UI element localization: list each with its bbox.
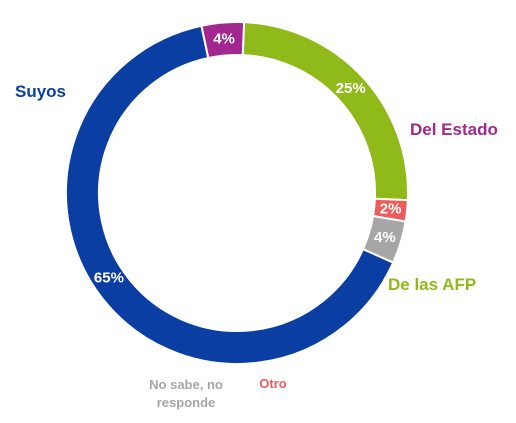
value-label-suyos: 65% bbox=[94, 270, 124, 287]
category-label-otro: Otro bbox=[259, 376, 287, 391]
value-labels: 65% 4% 25% 2% 4% bbox=[94, 31, 402, 287]
donut-slices bbox=[65, 21, 409, 365]
category-label-de-las-afp: De las AFP bbox=[388, 275, 476, 294]
value-label-otro: 2% bbox=[380, 201, 402, 218]
slice-de-las-afp bbox=[241, 21, 409, 202]
slice-no-sabe-no-responde bbox=[361, 214, 407, 264]
category-label-del-estado: Del Estado bbox=[410, 120, 498, 139]
category-labels: Suyos Del Estado De las AFP Otro No sabe, no… bbox=[15, 82, 498, 410]
value-label-del-estado: 4% bbox=[213, 31, 235, 48]
category-label-no-sabe-no-responde: No sabe, no responde bbox=[149, 377, 223, 410]
slice-suyos bbox=[65, 24, 395, 365]
value-label-no-sabe-no-responde: 4% bbox=[374, 229, 396, 246]
category-label-suyos: Suyos bbox=[15, 82, 66, 101]
value-label-de-las-afp: 25% bbox=[336, 80, 366, 97]
